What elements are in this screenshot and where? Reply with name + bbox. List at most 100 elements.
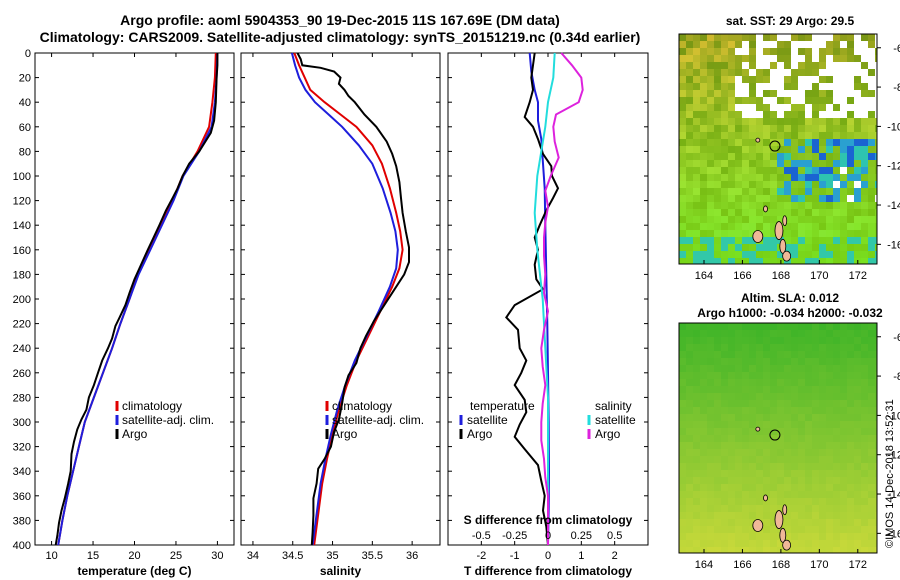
sla-map-cell: [777, 477, 784, 484]
sst-map-cell: [721, 83, 728, 90]
sla-map-cell: [847, 456, 854, 463]
sla-map-cell: [784, 428, 791, 435]
sst-map-cell: [798, 251, 805, 258]
sst-map-cell: [791, 258, 798, 264]
sst-map-cell: [833, 223, 840, 230]
sla-map-cell: [819, 428, 826, 435]
sst-map-cell: [721, 139, 728, 146]
sla-map-cell: [756, 512, 763, 519]
sst-map-cell: [812, 104, 819, 111]
island-shape: [752, 519, 764, 532]
sla-map-cell: [854, 351, 861, 358]
sst-map-cell: [770, 202, 777, 209]
sla-map-cell: [847, 540, 854, 547]
sst-map-cell: [679, 244, 686, 251]
sst-map-cell: [805, 251, 812, 258]
sst-map-cell: [854, 188, 861, 195]
x-tick-label: 0: [545, 550, 551, 562]
sla-map-cell: [875, 337, 877, 344]
sla-map-cell: [686, 330, 693, 337]
sla-map-cell: [784, 344, 791, 351]
sst-map-cell: [742, 251, 749, 258]
sla-map-cell: [812, 407, 819, 414]
sst-map-cell: [777, 55, 784, 62]
sst-map-cell: [728, 118, 735, 125]
lon-tick-label: 168: [772, 270, 790, 282]
sla-map-cell: [714, 470, 721, 477]
sla-map-cell: [819, 456, 826, 463]
sst-map-cell: [749, 146, 756, 153]
sla-map-cell: [812, 519, 819, 526]
sst-map-cell: [868, 237, 875, 244]
sla-map-cell: [763, 337, 770, 344]
sla-map-cell: [756, 491, 763, 498]
sst-map-cell: [721, 181, 728, 188]
sla-map-cell: [777, 372, 784, 379]
sla-map-cell: [714, 428, 721, 435]
sst-map-cell: [693, 244, 700, 251]
sst-map-cell: [735, 174, 742, 181]
sst-map-cell: [735, 69, 742, 76]
sla-map-cell: [875, 442, 877, 449]
sla-map-cell: [714, 526, 721, 533]
series-line-climatology: [57, 52, 217, 546]
sla-map-cell: [707, 372, 714, 379]
sst-map-cell: [686, 195, 693, 202]
sst-map-cell: [693, 258, 700, 264]
sst-map-cell: [679, 34, 686, 41]
sst-map-cell: [714, 153, 721, 160]
sla-map-cell: [847, 442, 854, 449]
sst-map-cell: [812, 230, 819, 237]
sst-map-cell: [679, 202, 686, 209]
sla-map-cell: [791, 540, 798, 547]
sla-map-cell: [735, 386, 742, 393]
sla-map-cell: [735, 358, 742, 365]
depth-tick-label: 380: [13, 515, 31, 527]
sst-map-cell: [756, 188, 763, 195]
sla-map-cell: [847, 372, 854, 379]
sla-map-cell: [756, 414, 763, 421]
sst-map-cell: [854, 132, 861, 139]
sst-map-cell: [749, 118, 756, 125]
sst-map-cell: [679, 230, 686, 237]
sla-map-cell: [756, 470, 763, 477]
sst-map-cell: [756, 202, 763, 209]
sst-map-cell: [735, 202, 742, 209]
sst-map-cell: [742, 34, 749, 41]
legend-label: climatology: [122, 399, 182, 413]
sst-map-cell: [749, 132, 756, 139]
sla-map-cell: [875, 428, 877, 435]
sst-map-cell: [826, 223, 833, 230]
sla-map-cell: [756, 330, 763, 337]
sst-map-cell: [728, 76, 735, 83]
sst-map-cell: [735, 230, 742, 237]
sla-map-cell: [749, 512, 756, 519]
sst-map-cell: [868, 188, 875, 195]
sla-map-cell: [686, 470, 693, 477]
sla-map-cell: [679, 463, 686, 470]
sla-map-cell: [756, 505, 763, 512]
sla-map-cell: [777, 463, 784, 470]
sst-map-cell: [707, 132, 714, 139]
sla-map-cell: [770, 372, 777, 379]
legend-label: satellite: [595, 413, 636, 427]
island-shape: [782, 539, 792, 551]
sla-map-cell: [833, 330, 840, 337]
sst-map-cell: [840, 48, 847, 55]
sla-map-cell: [819, 526, 826, 533]
sla-map-cell: [735, 365, 742, 372]
sla-map-cell: [819, 330, 826, 337]
sst-map-cell: [812, 160, 819, 167]
sst-map-cell: [833, 132, 840, 139]
sla-map-cell: [847, 477, 854, 484]
sla-map-cell: [840, 337, 847, 344]
sla-map-cell: [679, 540, 686, 547]
sst-map-cell: [749, 258, 756, 264]
sla-map-cell: [742, 407, 749, 414]
sst-map-cell: [833, 41, 840, 48]
sla-map-cell: [868, 533, 875, 540]
sla-map-cell: [875, 414, 877, 421]
sla-map-cell: [721, 526, 728, 533]
sla-map-cell: [875, 484, 877, 491]
sla-map-cell: [791, 414, 798, 421]
